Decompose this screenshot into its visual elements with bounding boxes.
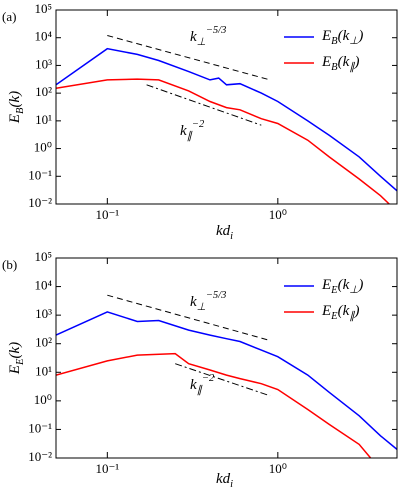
legend-label: EE(k⊥) [321,277,363,296]
series-line [56,78,390,204]
guide-label: k∥−2 [190,373,215,396]
y-tick-label: 10⁴ [34,278,52,293]
y-tick-label: 10⁰ [34,392,52,407]
y-tick-label: 10³ [35,56,52,71]
x-tick-label: 10⁰ [269,461,287,476]
y-axis-label: EE(k) [7,342,26,375]
axes-frame [55,257,398,459]
series-line [56,311,397,450]
y-tick-label: 10⁵ [34,249,52,264]
x-axis-label: kdi [216,223,233,242]
y-tick-label: 10⁻¹ [28,167,52,182]
y-tick-label: 10⁻¹ [28,420,52,435]
guide-line [146,84,262,126]
x-tick-label: 10⁻¹ [95,461,119,476]
panel-label: (b) [2,257,17,272]
y-tick-label: 10⁵ [34,1,52,16]
y-tick-label: 10⁰ [34,140,52,155]
y-axis-label: EB(k) [7,91,26,124]
guide-label: k⊥−5/3 [190,25,226,48]
x-tick-label: 10⁰ [269,207,287,222]
guide-line [107,294,271,341]
y-tick-label: 10³ [35,306,52,321]
legend-label: EB(k∥) [321,54,360,73]
series-line [56,352,372,458]
guide-line [175,363,271,397]
y-tick-label: 10² [35,335,52,350]
y-tick-label: 10² [35,84,52,99]
legend-label: EB(k⊥) [321,28,363,47]
y-tick-label: 10¹ [35,112,52,127]
x-tick-label: 10⁻¹ [95,207,119,222]
guide-line [107,35,271,81]
guide-label: k⊥−5/3 [190,290,226,313]
legend-label: EE(k∥) [321,303,360,322]
x-axis-label: kdi [216,471,233,490]
y-tick-label: 10⁴ [34,29,52,44]
y-tick-label: 10⁻² [28,449,52,464]
y-tick-label: 10¹ [35,363,52,378]
axes-frame [55,9,398,205]
y-tick-label: 10⁻² [28,195,52,210]
series-line [56,47,397,192]
panel-label: (a) [2,9,16,24]
guide-label: k∥−2 [180,119,205,142]
